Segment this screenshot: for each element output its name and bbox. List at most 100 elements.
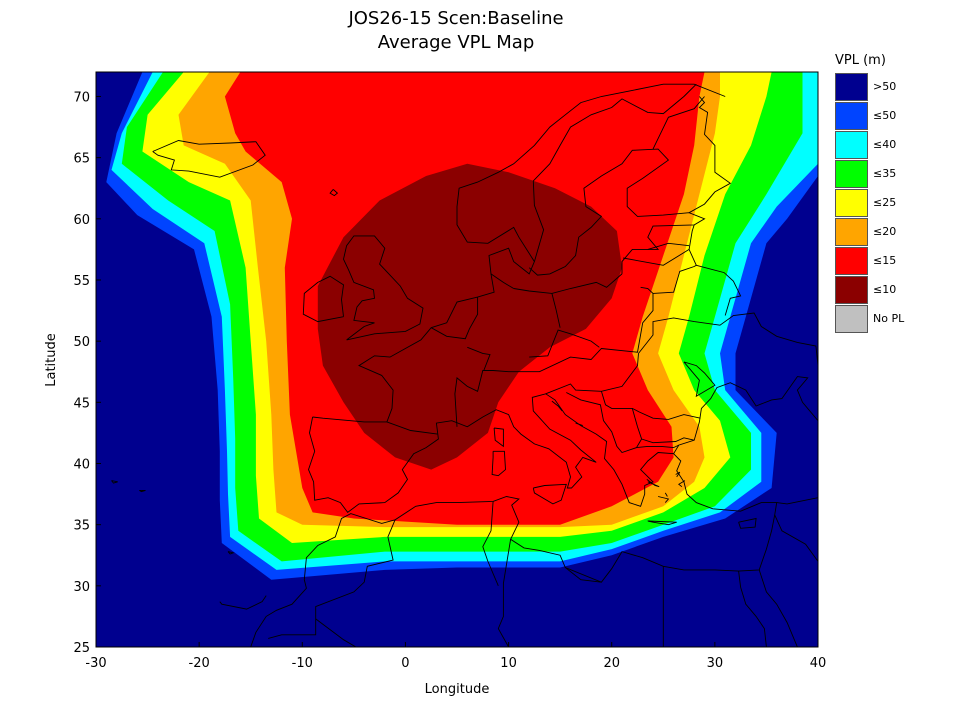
- x-tick-label: 10: [500, 656, 517, 671]
- coastline-segment-47: [315, 618, 357, 647]
- coastline-segment-11: [738, 517, 757, 529]
- coastline-segment-55: [575, 422, 583, 427]
- legend-label: >50: [873, 80, 897, 93]
- legend-item: No PL: [835, 305, 955, 333]
- coastline-segment-20: [430, 297, 479, 340]
- legend-title: VPL (m): [835, 53, 886, 68]
- legend-swatch: [835, 73, 868, 101]
- legend-swatch: [835, 131, 868, 159]
- coastline-segment-52: [664, 492, 668, 497]
- legend-item: >50: [835, 73, 955, 101]
- x-tick-label: 30: [707, 656, 724, 671]
- legend-label: ≤50: [873, 109, 897, 122]
- coastline-segment-27: [641, 437, 695, 444]
- y-tick-label: 70: [73, 90, 90, 105]
- plot-area: [95, 71, 819, 648]
- coastline-segment-8: [532, 483, 567, 505]
- legend-label: ≤10: [873, 283, 897, 296]
- coastline-segment-54: [551, 400, 563, 412]
- coastline-layer: [111, 83, 818, 647]
- x-tick-label: -30: [85, 656, 106, 671]
- coastline-segment-26: [566, 392, 643, 454]
- y-tick-label: 50: [73, 335, 90, 350]
- legend-label: ≤15: [873, 254, 897, 267]
- y-tick-label: 45: [73, 396, 90, 411]
- coastline-segment-10: [647, 520, 677, 526]
- coastline-segment-34: [696, 264, 742, 316]
- coastline-segment-16: [227, 551, 235, 555]
- coastline-segment-25: [600, 391, 701, 420]
- y-axis-label: Latitude: [44, 333, 59, 387]
- coastline-segment-36: [652, 96, 705, 150]
- coastline-segment-23: [551, 293, 561, 328]
- coastline-segment-6: [250, 453, 778, 647]
- legend-item: ≤40: [835, 131, 955, 159]
- coastline-segment-19: [386, 421, 438, 435]
- vpl-contour-layer: [106, 72, 818, 580]
- coastline-segment-12: [152, 140, 266, 178]
- y-tick-label: 25: [73, 641, 90, 656]
- coastline-segment-4: [302, 275, 344, 323]
- coastline-segment-1: [528, 148, 706, 276]
- coastline-segment-7: [491, 450, 506, 477]
- legend-swatch: [835, 305, 868, 333]
- legend-swatch: [835, 276, 868, 304]
- legend-label: ≤35: [873, 167, 897, 180]
- x-tick-label: 0: [401, 656, 409, 671]
- coastline-segment-53: [646, 479, 660, 488]
- y-tick-label: 55: [73, 274, 90, 289]
- coastline-segment-5: [308, 376, 818, 514]
- coastline-segment-46: [268, 519, 396, 639]
- legend-item: ≤15: [835, 247, 955, 275]
- coastline-segment-31: [652, 224, 697, 294]
- chart-title: JOS26-15 Scen:Baseline: [348, 8, 564, 29]
- coastline-segment-41: [758, 569, 798, 647]
- contour-band-6: [317, 163, 622, 470]
- legend-label: ≤25: [873, 196, 897, 209]
- coastline-segment-15: [111, 480, 118, 484]
- x-tick-label: -20: [189, 656, 210, 671]
- coastline-segment-30: [683, 361, 716, 398]
- y-axis: 25 30 35 40 45 50 55 60 65 70: [73, 90, 101, 656]
- legend-item: ≤25: [835, 189, 955, 217]
- coastline-segment-17: [219, 595, 267, 610]
- legend-item: ≤50: [835, 102, 955, 130]
- legend-item: ≤10: [835, 276, 955, 304]
- coastline-segment-32: [623, 249, 690, 266]
- legend-swatch: [835, 102, 868, 130]
- coastline-segment-22: [529, 329, 600, 358]
- legend-swatch: [835, 189, 868, 217]
- coastline-segment-35: [532, 83, 697, 262]
- legend-label: No PL: [873, 312, 905, 325]
- coastline-segment-44: [497, 539, 512, 647]
- coastline-segment-48: [565, 567, 602, 583]
- y-tick-label: 60: [73, 213, 90, 228]
- legend-item: ≤20: [835, 218, 955, 246]
- legend-label: ≤20: [873, 225, 897, 238]
- y-tick-label: 40: [73, 457, 90, 472]
- x-axis-label: Longitude: [425, 682, 490, 697]
- y-tick-label: 35: [73, 519, 90, 534]
- x-axis: -30 -20 -10 0 10 20 30 40: [85, 642, 826, 671]
- legend-item: ≤35: [835, 160, 955, 188]
- y-tick-label: 65: [73, 152, 90, 167]
- coastline-segment-45: [482, 501, 499, 586]
- coastline-segment-29: [638, 312, 818, 366]
- coastline-segment-42: [738, 571, 767, 647]
- coastline-segment-9: [493, 427, 504, 448]
- coastline-segment-21: [467, 346, 491, 371]
- x-tick-label: -10: [292, 656, 313, 671]
- coastline-segment-28: [636, 444, 679, 449]
- coastline-segment-18: [454, 286, 654, 427]
- coastline-segment-50: [678, 480, 686, 488]
- legend-swatch: [835, 160, 868, 188]
- coastline-segment-14: [139, 489, 146, 493]
- y-tick-label: 30: [73, 580, 90, 595]
- legend-swatch: [835, 218, 868, 246]
- coastline-segment-13: [329, 189, 339, 197]
- x-tick-label: 20: [603, 656, 620, 671]
- legend-label: ≤40: [873, 138, 897, 151]
- coastline-segment-49: [657, 496, 670, 503]
- chart-subtitle: Average VPL Map: [377, 32, 535, 53]
